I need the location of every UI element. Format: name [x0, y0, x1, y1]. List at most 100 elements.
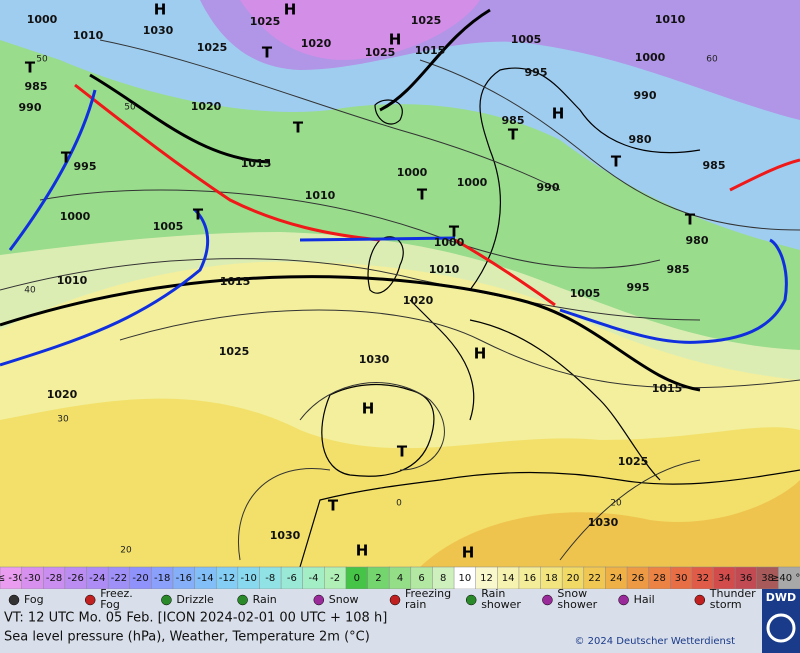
scale-label: 0: [354, 573, 360, 584]
scale-label: -24: [89, 573, 105, 584]
pressure-center: H: [284, 1, 297, 19]
isobar-label: 1025: [411, 14, 442, 27]
scale-label: 18: [545, 573, 558, 584]
pressure-center: T: [449, 223, 460, 241]
scale-label: 32: [696, 573, 709, 584]
legend-label: shower: [481, 598, 521, 611]
temperature-zone: [0, 0, 800, 250]
coastline: [374, 99, 403, 125]
pressure-center: H: [389, 31, 402, 49]
isobar-label: 1030: [588, 516, 619, 529]
scale-label: 38: [761, 573, 774, 584]
isobar-label: 1010: [73, 29, 104, 42]
isobar-label: 995: [627, 281, 650, 294]
isobar-label: 1000: [397, 166, 428, 179]
cold-front: [559, 238, 788, 344]
coastline: [299, 469, 800, 568]
isobar-label: 1005: [570, 287, 601, 300]
isobar-label: 1020: [191, 100, 222, 113]
valid-time: VT: 12 UTC Mo. 05 Feb. [ICON 2024-02-01 …: [4, 611, 387, 626]
pressure-center: T: [25, 59, 36, 77]
scale-label: -8: [265, 573, 275, 584]
isotherm-label: 50: [124, 103, 136, 113]
weather-icon: [237, 594, 248, 606]
pressure-center: H: [362, 400, 375, 418]
pressure-center: T: [397, 443, 408, 461]
isobar-label: 985: [703, 159, 726, 172]
scale-label: -6: [287, 573, 297, 584]
pressure-center: T: [417, 186, 428, 204]
scale-label: -28: [46, 573, 62, 584]
legend-label: rain: [405, 598, 426, 611]
scale-label: 16: [523, 573, 536, 584]
isobar-label: 1000: [27, 13, 58, 26]
weather-icon: [389, 594, 401, 606]
scale-label: -2: [330, 573, 340, 584]
warm-front: [729, 158, 800, 192]
legend-label: shower: [557, 598, 597, 611]
dwd-logo-mark: [766, 613, 796, 643]
isotherm-label: 60: [706, 55, 718, 65]
isobar: [39, 189, 661, 269]
pressure-center: T: [611, 153, 622, 171]
scale-label: 14: [502, 573, 515, 584]
isobar-label: 1030: [143, 24, 174, 37]
legend-label: Hail: [634, 593, 655, 606]
scale-label: 30: [675, 573, 688, 584]
scale-label: -12: [219, 573, 235, 584]
temperature-zone: [420, 480, 800, 567]
coastline: [367, 236, 404, 294]
weather-icon: [694, 594, 706, 606]
pressure-center: T: [61, 149, 72, 167]
coastlines: [299, 67, 800, 568]
scale-label: 12: [480, 573, 493, 584]
isotherm-label: 20: [610, 499, 622, 509]
isobar-label: 1020: [403, 294, 434, 307]
legend-label: Freezing: [405, 587, 451, 600]
isobar-label: 1020: [301, 37, 332, 50]
legend-label: Fog: [100, 598, 120, 611]
scale-label: 10: [458, 573, 471, 584]
isobar-label: 1025: [250, 15, 281, 28]
scale-label: 2: [375, 573, 381, 584]
scale-label: -10: [240, 573, 256, 584]
color-scale: ≤ -30 -30 -28 -26 -24 -22 -20 -18 -16 -14 -12 -10 -8…: [0, 566, 800, 590]
weather-icon: [313, 594, 325, 606]
isobar: [89, 73, 271, 164]
coastline: [409, 67, 701, 481]
cold-front: [0, 208, 210, 367]
scale-label: -18: [154, 573, 170, 584]
scale-label: -14: [197, 573, 213, 584]
weather-legend: Fog Freez.Fog Drizzle Rain Snow FreezingrainR…: [8, 587, 756, 611]
weather-icon: [8, 594, 20, 606]
pressure-center: T: [508, 126, 519, 144]
isobar-label: 980: [686, 234, 709, 247]
isobar: [99, 39, 561, 191]
isobar-label: 980: [629, 133, 652, 146]
scale-label: 8: [440, 573, 446, 584]
isobar: [238, 468, 331, 561]
legend-label: Drizzle: [176, 593, 214, 606]
isobar-label: 995: [525, 66, 548, 79]
legend-label: Thunder: [709, 587, 756, 600]
pressure-center: H: [154, 1, 167, 19]
scale-label: ≤ -30: [0, 573, 25, 584]
scale-label: 4: [397, 573, 403, 584]
pressure-center: H: [462, 544, 475, 562]
isobar: [119, 309, 800, 389]
cold-front: [299, 236, 456, 242]
isobar-label: 1010: [429, 263, 460, 276]
isobar: [379, 8, 491, 112]
weather-icon: [542, 594, 553, 606]
isobar-label: 1010: [57, 274, 88, 287]
warm-front: [74, 83, 381, 242]
pressure-center: T: [193, 206, 204, 224]
scale-label: ≥40 °C: [771, 573, 800, 584]
isobar-label: 1015: [415, 44, 446, 57]
isobar-label: 990: [537, 181, 560, 194]
isobar-label: 1025: [219, 345, 250, 358]
copyright: © 2024 Deutscher Wetterdienst: [574, 636, 735, 647]
weather-icon: [618, 594, 629, 606]
legend-label: Fog: [24, 593, 44, 606]
